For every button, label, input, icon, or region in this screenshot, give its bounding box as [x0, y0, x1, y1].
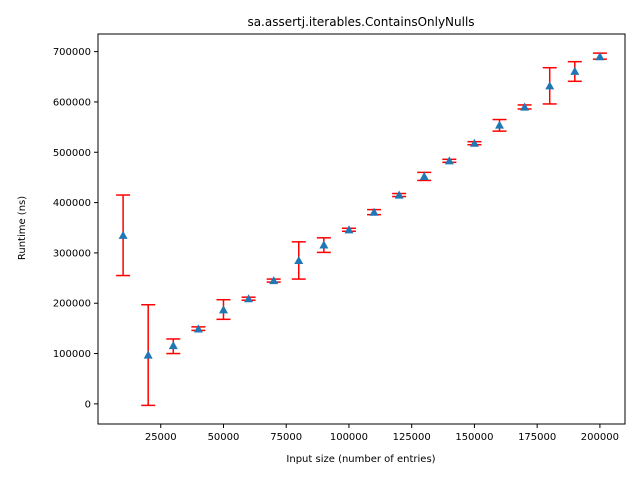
data-point-marker	[344, 225, 354, 234]
data-point-marker	[193, 324, 203, 333]
x-tick-label: 75000	[270, 432, 302, 443]
x-tick-label: 125000	[393, 432, 431, 443]
y-tick-label: 500000	[53, 148, 91, 159]
data-point-marker	[369, 207, 379, 216]
data-markers	[118, 52, 605, 359]
data-point-marker	[118, 230, 128, 239]
chart-title: sa.assertj.iterables.ContainsOnlyNulls	[247, 15, 474, 29]
y-tick-label: 200000	[53, 299, 91, 310]
x-tick-label: 25000	[145, 432, 177, 443]
y-tick-label: 100000	[53, 349, 91, 360]
data-point-marker	[168, 340, 178, 350]
x-tick-label: 50000	[208, 432, 240, 443]
data-point-marker	[218, 305, 228, 314]
y-tick-label: 0	[85, 399, 91, 410]
data-point-marker	[444, 156, 454, 165]
y-tick-label: 400000	[53, 198, 91, 209]
y-tick-label: 700000	[53, 47, 91, 58]
data-point-marker	[595, 52, 605, 61]
data-point-marker	[269, 276, 279, 285]
data-point-marker	[520, 102, 530, 111]
data-point-marker	[469, 138, 479, 147]
x-axis-label: Input size (number of entries)	[286, 454, 435, 465]
plot-frame	[97, 33, 626, 425]
data-point-marker	[545, 81, 555, 90]
y-axis-label: Runtime (ns)	[17, 196, 28, 260]
data-point-marker	[143, 350, 153, 359]
y-tick-label: 300000	[53, 248, 91, 259]
x-tick-label: 150000	[455, 432, 493, 443]
data-point-marker	[570, 66, 580, 75]
x-tick-label: 175000	[518, 432, 556, 443]
data-point-marker	[495, 120, 505, 129]
axis-ticks: 25000 50000 75000 100000 125000 150000 175000 2…	[53, 47, 619, 443]
x-tick-label: 100000	[330, 432, 368, 443]
data-point-marker	[244, 294, 254, 303]
data-point-marker	[294, 255, 304, 265]
x-tick-label: 200000	[581, 432, 619, 443]
data-point-marker	[419, 171, 429, 181]
data-point-marker	[319, 240, 329, 249]
y-tick-label: 600000	[53, 97, 91, 108]
data-point-marker	[394, 190, 404, 199]
